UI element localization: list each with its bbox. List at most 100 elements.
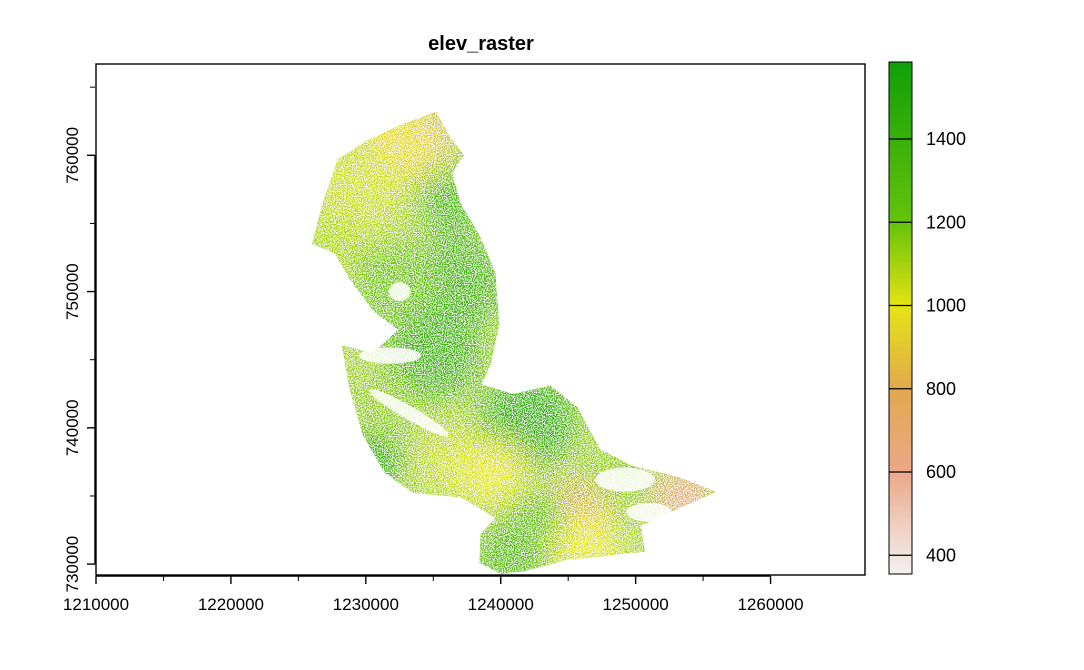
legend-color-step — [889, 130, 912, 137]
legend-color-step — [889, 352, 912, 359]
legend-color-step — [889, 204, 912, 211]
legend-color-step — [889, 556, 912, 564]
legend-color-step — [889, 255, 912, 262]
chart-title: elev_raster — [428, 33, 534, 55]
legend-color-step — [889, 215, 912, 222]
elevation-patch — [386, 305, 481, 401]
legend-color-step — [889, 454, 912, 461]
legend-color-step — [889, 261, 912, 268]
legend-color-step — [889, 84, 912, 92]
legend-tick-label: 1400 — [926, 129, 966, 149]
x-tick-label: 1210000 — [63, 595, 129, 614]
legend-color-step — [889, 318, 912, 325]
legend-color-step — [889, 397, 912, 404]
legend-color-step — [889, 545, 912, 552]
y-axis: 730000 740000 750000 760000 — [63, 86, 96, 592]
legend-color-step — [889, 346, 912, 353]
legend-color-step — [889, 528, 912, 535]
legend-color-step — [889, 460, 912, 467]
legend-color-step — [889, 568, 912, 575]
legend-color-step — [889, 562, 912, 569]
legend-color-step — [889, 539, 912, 547]
elevation-patch — [352, 240, 434, 322]
legend-color-step — [889, 90, 912, 97]
legend-color-step — [889, 471, 912, 478]
legend-color-step — [889, 374, 912, 382]
legend-color-step — [889, 209, 912, 217]
legend-tick-label: 1200 — [926, 212, 966, 232]
elevation-patch — [345, 373, 413, 442]
no-data-gap — [359, 347, 422, 364]
legend-color-step — [889, 494, 912, 501]
legend-color-step — [889, 505, 912, 513]
y-tick-label: 750000 — [63, 263, 82, 320]
x-tick-label: 1240000 — [468, 595, 534, 614]
legend-color-step — [889, 357, 912, 365]
legend-color-step — [889, 175, 912, 183]
legend-color-step — [889, 249, 912, 257]
no-data-gap — [388, 282, 411, 301]
x-tick-label: 1220000 — [198, 595, 264, 614]
legend-color-step — [889, 482, 912, 490]
legend-color-step — [889, 153, 912, 160]
legend-color-step — [889, 289, 912, 296]
legend-color-step — [889, 158, 912, 165]
legend-color-step — [889, 363, 912, 370]
y-tick-label: 760000 — [63, 127, 82, 184]
elevation-raster — [311, 111, 717, 574]
legend-color-step — [889, 312, 912, 319]
legend-color-step — [889, 238, 912, 245]
legend-color-step — [889, 198, 912, 205]
legend-color-step — [889, 62, 912, 69]
legend-color-step — [889, 295, 912, 302]
legend-color-step — [889, 426, 912, 433]
legend-color-step — [889, 323, 912, 330]
legend-color-step — [889, 386, 912, 393]
legend-color-step — [889, 551, 912, 558]
legend-tick-label: 1000 — [926, 296, 966, 316]
legend-color-step — [889, 272, 912, 279]
elevation-patch — [473, 523, 542, 574]
legend-color-step — [889, 391, 912, 399]
legend-color-step — [889, 517, 912, 524]
elevation-patch — [554, 514, 623, 574]
legend-tick-label: 400 — [926, 545, 956, 565]
no-data-gap — [595, 467, 655, 492]
legend-color-step — [889, 101, 912, 109]
x-tick-label: 1260000 — [737, 595, 803, 614]
legend-color-step — [889, 192, 912, 200]
legend-color-step — [889, 107, 912, 114]
legend-color-step — [889, 420, 912, 427]
legend-color-step — [889, 477, 912, 484]
legend-color-step — [889, 221, 912, 228]
elevation-patch — [342, 432, 403, 492]
legend-color-step — [889, 511, 912, 518]
legend-color-step — [889, 414, 912, 421]
color-legend: 400 600 800 1000 1200 1400 — [888, 61, 966, 575]
x-tick-label: 1250000 — [603, 595, 669, 614]
legend-color-step — [889, 278, 912, 285]
legend-color-step — [889, 465, 912, 473]
legend-color-step — [889, 266, 912, 274]
legend-color-step — [889, 170, 912, 177]
legend-color-step — [889, 147, 912, 154]
legend-color-step — [889, 500, 912, 507]
legend-color-step — [889, 437, 912, 444]
legend-color-step — [889, 403, 912, 410]
legend-color-step — [889, 73, 912, 80]
legend-color-step — [889, 380, 912, 387]
elevation-patch — [653, 466, 713, 526]
no-data-gap — [369, 389, 449, 437]
legend-frame — [888, 61, 913, 575]
legend-color-step — [889, 226, 912, 234]
legend-tick-label: 600 — [926, 462, 956, 482]
legend-color-step — [889, 443, 912, 450]
legend-color-step — [889, 329, 912, 336]
plot-frame — [95, 63, 866, 576]
legend-color-step — [889, 244, 912, 251]
legend-color-step — [889, 431, 912, 439]
legend-color-step — [889, 335, 912, 342]
elevation-patch — [460, 441, 528, 510]
elevation-patch — [419, 169, 488, 237]
